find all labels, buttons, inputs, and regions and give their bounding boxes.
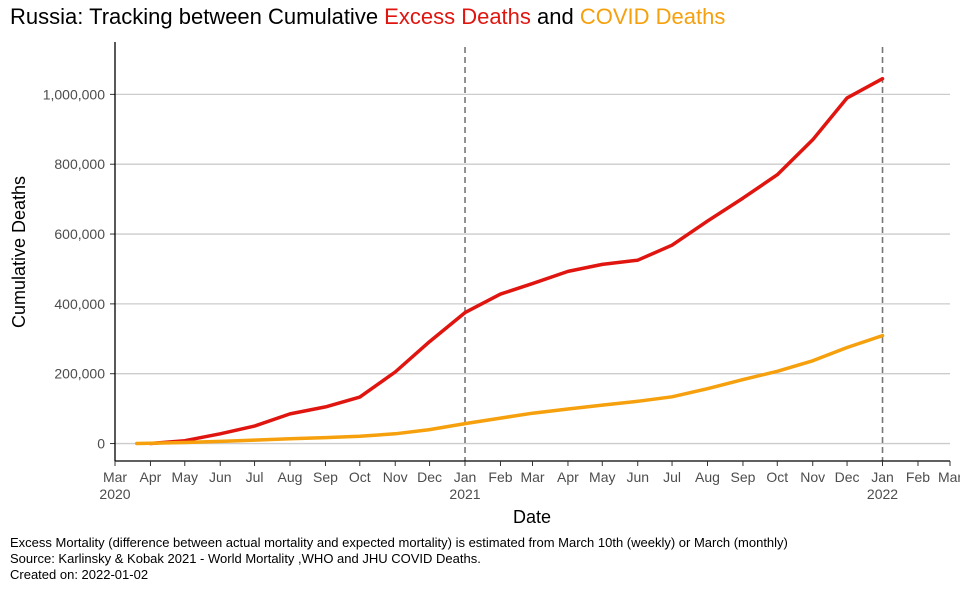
x-tick-label: Sep — [731, 469, 756, 485]
covid-deaths-line — [134, 333, 885, 446]
x-tick-label: Mar — [938, 469, 960, 485]
line-chart: 0 200,000 400,000 600,000 800,000 1,000,000 Ma… — [9, 42, 960, 527]
x-tick-year-label: 2020 — [99, 486, 130, 502]
title-excess-deaths: Excess Deaths — [384, 4, 531, 29]
x-tick-label: Nov — [383, 469, 408, 485]
title-prefix: Russia: Tracking between Cumulative — [10, 4, 385, 29]
x-tick-label: Aug — [278, 469, 303, 485]
x-tick-label: Nov — [800, 469, 825, 485]
chart-title: Russia: Tracking between Cumulative Exce… — [10, 4, 725, 30]
x-tick-label: Jun — [626, 469, 649, 485]
x-tick-label: Mar — [520, 469, 544, 485]
x-tick-label: Dec — [417, 469, 442, 485]
x-tick-label: Jun — [209, 469, 232, 485]
x-tick-label: Apr — [140, 469, 162, 485]
x-tick-year-label: 2022 — [867, 486, 898, 502]
x-tick-label: Dec — [835, 469, 860, 485]
axes: 0 200,000 400,000 600,000 800,000 1,000,000 Ma… — [43, 42, 960, 502]
x-tick-label: Feb — [906, 469, 930, 485]
y-tick-label: 200,000 — [54, 366, 105, 382]
title-covid-deaths: COVID Deaths — [579, 4, 726, 29]
reference-lines — [464, 47, 884, 461]
x-tick-label: Sep — [313, 469, 338, 485]
y-tick-label: 0 — [97, 436, 105, 452]
footer-source: Source: Karlinsky & Kobak 2021 - World M… — [10, 551, 481, 566]
title-middle: and — [530, 4, 580, 29]
y-tick-label: 800,000 — [54, 156, 105, 172]
grid-layer — [115, 93, 950, 445]
series-layer — [134, 76, 885, 446]
x-tick-label: Jul — [663, 469, 681, 485]
x-tick-year-label: 2021 — [449, 486, 480, 502]
x-tick-label: Aug — [695, 469, 720, 485]
x-tick-label: Oct — [349, 469, 371, 485]
x-tick-label: Jul — [246, 469, 264, 485]
x-axis-title: Date — [513, 507, 551, 527]
x-tick-label: Apr — [557, 469, 579, 485]
x-tick-label: Jan — [871, 469, 894, 485]
y-axis-title: Cumulative Deaths — [9, 176, 29, 328]
footer-notes: Excess Mortality (difference between act… — [10, 535, 788, 583]
excess-deaths-line — [148, 76, 885, 446]
y-tick-label: 1,000,000 — [43, 86, 105, 102]
footer-methodology: Excess Mortality (difference between act… — [10, 535, 788, 550]
x-tick-label: May — [589, 469, 615, 485]
x-tick-label: Mar — [103, 469, 127, 485]
x-tick-label: May — [172, 469, 198, 485]
x-tick-label: Jan — [454, 469, 477, 485]
footer-created-on: Created on: 2022-01-02 — [10, 567, 149, 582]
x-tick-label: Feb — [488, 469, 512, 485]
y-tick-label: 400,000 — [54, 296, 105, 312]
y-tick-label: 600,000 — [54, 226, 105, 242]
x-tick-label: Oct — [766, 469, 788, 485]
